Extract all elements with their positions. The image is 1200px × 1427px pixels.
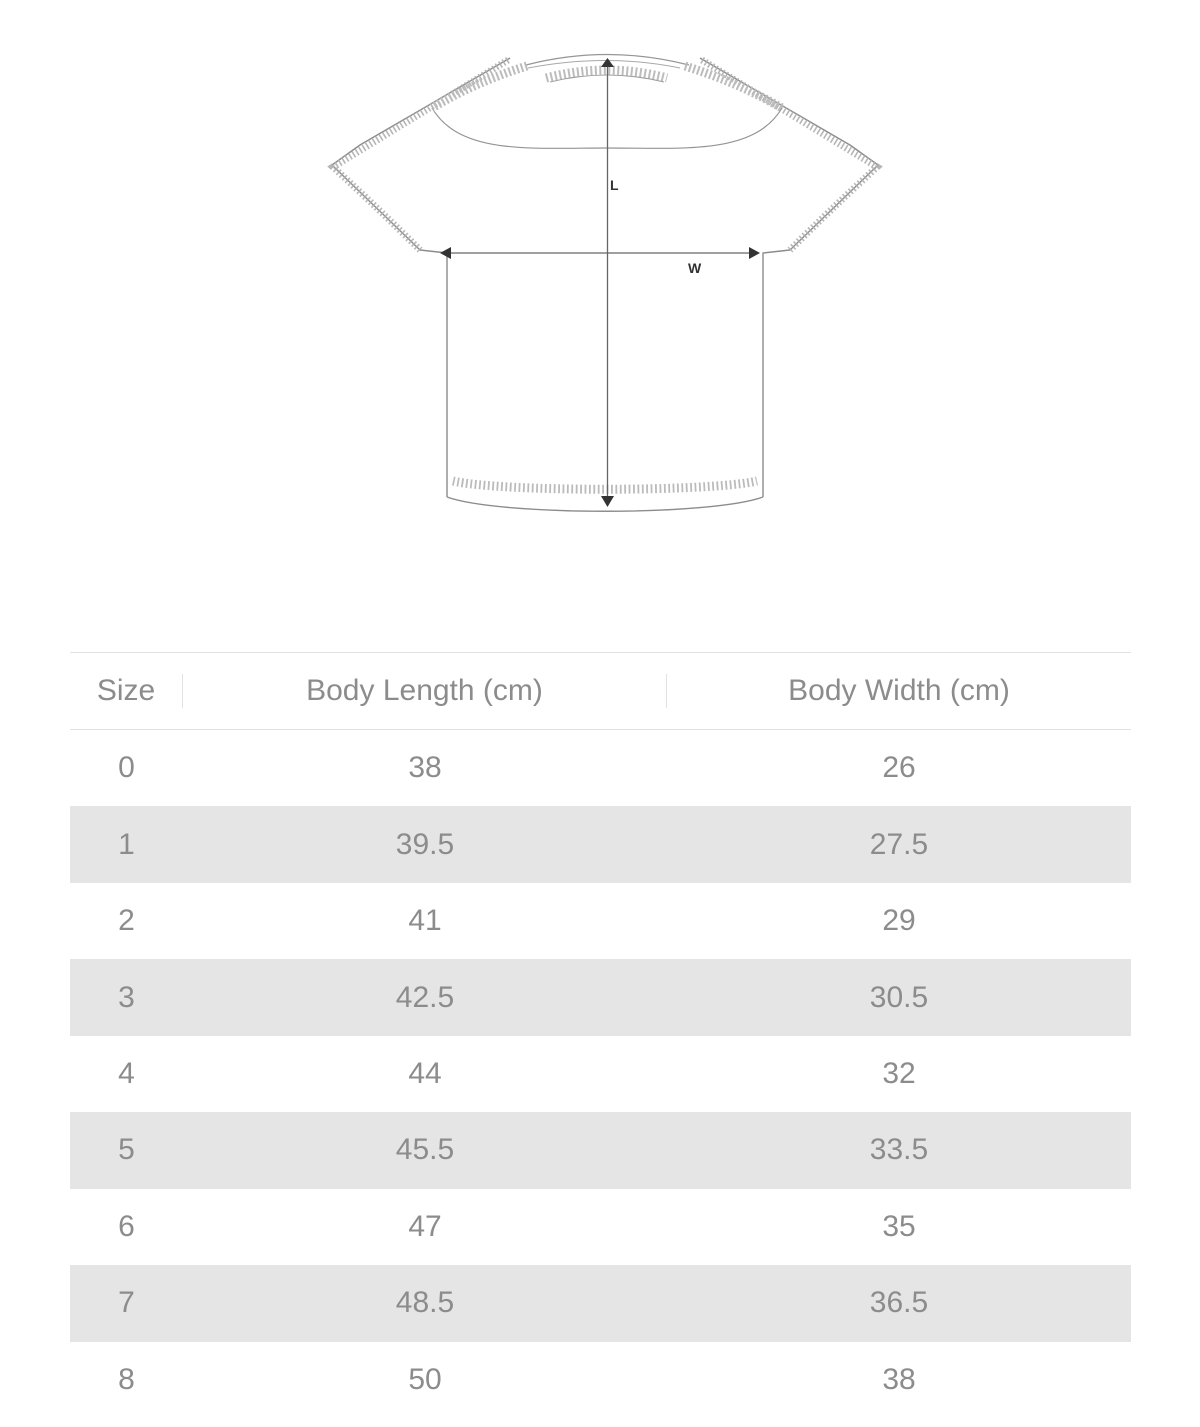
svg-text:L: L [610, 177, 619, 193]
svg-text:W: W [688, 260, 702, 276]
